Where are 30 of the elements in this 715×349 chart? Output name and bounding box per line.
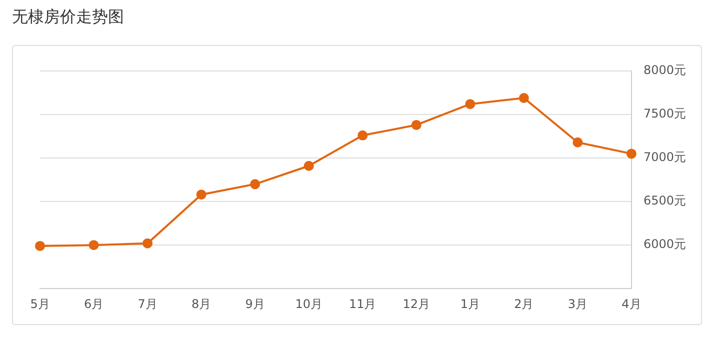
y-tick-label: 7500元: [643, 106, 686, 121]
x-tick-label: 12月: [402, 296, 430, 311]
x-tick-label: 9月: [245, 296, 265, 311]
point: [250, 179, 260, 190]
point: [88, 240, 99, 250]
point: [518, 92, 529, 103]
x-tick-label: 8月: [191, 296, 212, 311]
x-tick-label: 4月: [622, 296, 642, 311]
chart-title: 无棣房价走势图: [12, 7, 124, 28]
y-tick-label: 8000元: [643, 63, 686, 78]
x-tick-label: 11月: [348, 296, 376, 311]
y-tick-label: 7000元: [643, 150, 686, 164]
point: [411, 120, 422, 130]
x-tick-label: 7月: [138, 296, 158, 311]
x-tick-label: 3月: [568, 296, 588, 311]
x-tick-label: 5月: [30, 296, 50, 311]
point: [304, 160, 314, 171]
point: [626, 148, 636, 159]
x-tick-label: 6月: [84, 296, 104, 311]
point: [142, 238, 153, 248]
point: [358, 130, 368, 140]
y-tick-label: 6500元: [643, 194, 686, 208]
x-tick-label: 10月: [295, 296, 322, 311]
x-tick-label: 2月: [514, 296, 534, 311]
y-tick-label: 6000元: [643, 237, 686, 252]
x-tick-label: 1月: [460, 296, 480, 311]
point: [465, 99, 476, 110]
point: [196, 190, 206, 200]
point: [572, 137, 583, 148]
point: [35, 240, 45, 251]
